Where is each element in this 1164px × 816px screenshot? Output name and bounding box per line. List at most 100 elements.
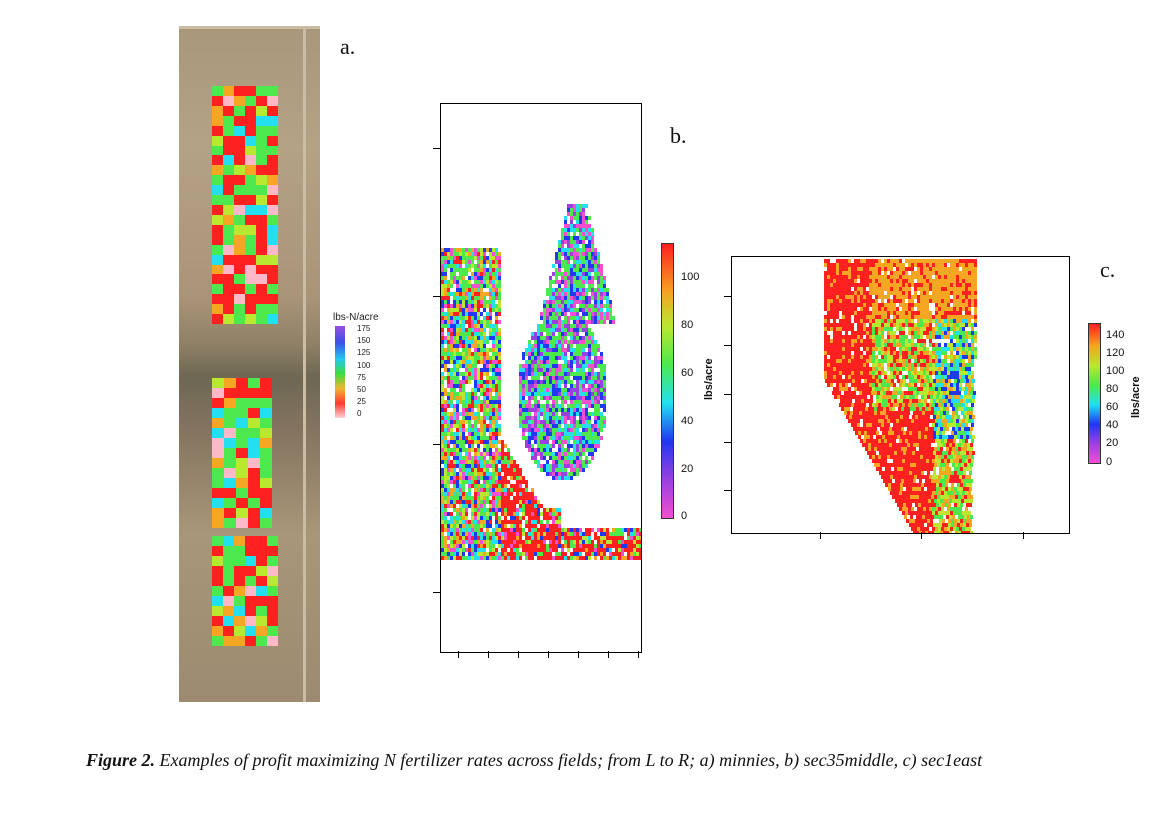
map-pixel	[465, 460, 468, 464]
map-pixel	[558, 452, 561, 456]
map-pixel	[525, 556, 528, 560]
map-pixel	[624, 556, 627, 560]
map-pixel	[462, 296, 465, 300]
map-pixel	[929, 339, 932, 343]
map-pixel	[441, 524, 444, 528]
map-pixel	[480, 268, 483, 272]
map-pixel	[552, 404, 555, 408]
map-pixel	[573, 460, 576, 464]
map-pixel	[576, 532, 579, 536]
map-pixel	[507, 448, 510, 452]
map-pixel	[549, 468, 552, 472]
map-pixel	[474, 356, 477, 360]
map-pixel	[588, 416, 591, 420]
map-pixel	[519, 544, 522, 548]
grid-cell	[234, 294, 245, 305]
map-pixel	[968, 275, 971, 279]
map-pixel	[480, 500, 483, 504]
map-pixel	[450, 268, 453, 272]
map-pixel	[564, 360, 567, 364]
map-pixel	[540, 312, 543, 316]
map-pixel	[558, 460, 561, 464]
map-pixel	[474, 252, 477, 256]
map-pixel	[471, 504, 474, 508]
map-pixel	[839, 279, 842, 283]
map-pixel	[573, 392, 576, 396]
map-pixel	[941, 271, 944, 275]
map-pixel	[561, 248, 564, 252]
map-pixel	[576, 424, 579, 428]
map-pixel	[549, 324, 552, 328]
map-pixel	[935, 279, 938, 283]
map-pixel	[579, 256, 582, 260]
grid-cell	[224, 428, 236, 438]
map-pixel	[585, 392, 588, 396]
map-pixel	[456, 296, 459, 300]
map-pixel	[824, 295, 827, 299]
map-pixel	[914, 371, 917, 375]
map-pixel	[920, 359, 923, 363]
map-pixel	[938, 271, 941, 275]
map-pixel	[468, 356, 471, 360]
map-pixel	[483, 264, 486, 268]
map-pixel	[447, 500, 450, 504]
map-pixel	[498, 408, 501, 412]
map-pixel	[477, 340, 480, 344]
map-pixel	[869, 335, 872, 339]
map-pixel	[549, 432, 552, 436]
map-pixel	[860, 355, 863, 359]
map-pixel	[570, 348, 573, 352]
map-pixel	[468, 428, 471, 432]
map-pixel	[926, 299, 929, 303]
map-pixel	[480, 300, 483, 304]
map-pixel	[600, 420, 603, 424]
map-pixel	[480, 340, 483, 344]
map-pixel	[917, 311, 920, 315]
map-pixel	[899, 287, 902, 291]
map-pixel	[953, 307, 956, 311]
map-pixel	[845, 279, 848, 283]
map-pixel	[456, 480, 459, 484]
map-pixel	[591, 268, 594, 272]
map-pixel	[576, 428, 579, 432]
map-pixel	[495, 308, 498, 312]
map-pixel	[887, 295, 890, 299]
map-pixel	[887, 307, 890, 311]
map-pixel	[588, 248, 591, 252]
map-pixel	[938, 291, 941, 295]
map-pixel	[923, 315, 926, 319]
map-pixel	[576, 372, 579, 376]
map-pixel	[447, 396, 450, 400]
map-pixel	[495, 276, 498, 280]
map-pixel	[525, 388, 528, 392]
map-pixel	[863, 271, 866, 275]
map-pixel	[854, 367, 857, 371]
map-pixel	[513, 544, 516, 548]
map-pixel	[441, 300, 444, 304]
map-pixel	[489, 364, 492, 368]
map-pixel	[492, 380, 495, 384]
map-pixel	[824, 283, 827, 287]
grid-cell	[236, 438, 248, 448]
map-pixel	[483, 356, 486, 360]
map-pixel	[860, 371, 863, 375]
map-pixel	[495, 428, 498, 432]
map-pixel	[525, 540, 528, 544]
map-pixel	[938, 319, 941, 323]
map-pixel	[902, 275, 905, 279]
map-pixel	[462, 556, 465, 560]
map-pixel	[824, 315, 827, 319]
map-pixel	[624, 548, 627, 552]
map-pixel	[830, 287, 833, 291]
map-pixel	[576, 412, 579, 416]
map-pixel	[450, 312, 453, 316]
map-pixel	[465, 248, 468, 252]
map-pixel	[836, 283, 839, 287]
map-pixel	[576, 404, 579, 408]
grid-cell	[212, 556, 223, 566]
map-pixel	[498, 336, 501, 340]
map-pixel	[588, 216, 591, 220]
map-pixel	[591, 376, 594, 380]
map-pixel	[498, 292, 501, 296]
map-pixel	[474, 316, 477, 320]
